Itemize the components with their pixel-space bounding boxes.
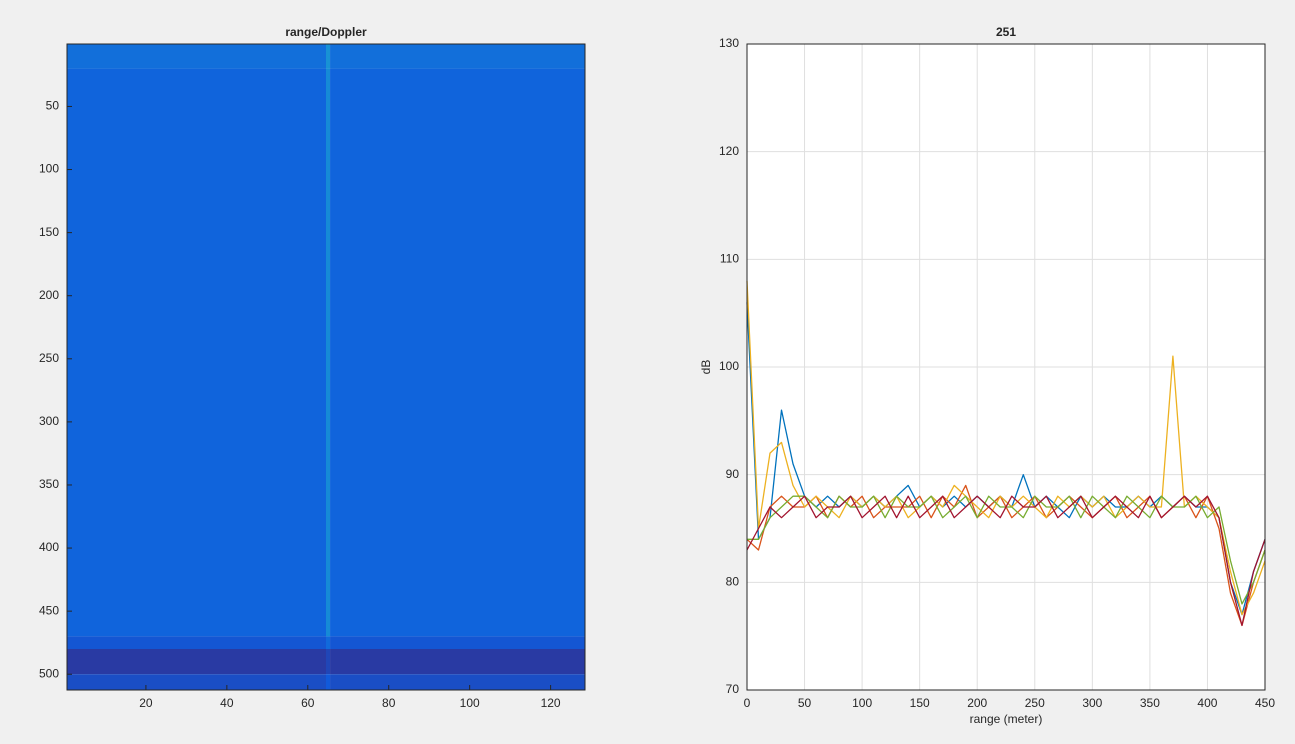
x-tick-label: 20: [139, 696, 153, 710]
heatmap-cell: [326, 674, 331, 690]
chart-title: 251: [996, 25, 1016, 39]
x-tick-label: 100: [460, 696, 480, 710]
x-tick-label: 200: [967, 696, 987, 710]
chart-title: range/Doppler: [285, 25, 367, 39]
heatmap-cell: [330, 44, 585, 69]
data-line: [746, 495, 1266, 627]
heatmap-cell: [67, 648, 326, 675]
chart: 0 50 100 150 200 250 300 350 400 450 70 80 90 100 110 1…: [699, 25, 1275, 726]
heatmap-cell: [330, 674, 585, 690]
y-tick-label: 300: [39, 414, 59, 428]
data-line: [746, 280, 1266, 616]
y-tick-label: 400: [39, 540, 59, 554]
x-tick-label: 300: [1082, 696, 1102, 710]
heatmap-cell: [67, 674, 326, 690]
heatmap-cell: [326, 648, 331, 675]
y-tick-label: 200: [39, 288, 59, 302]
y-tick-label: 100: [719, 359, 739, 373]
y-tick-label: 90: [726, 467, 740, 481]
x-tick-label: 0: [744, 696, 751, 710]
x-tick-label: 120: [541, 696, 561, 710]
y-axis-label: dB: [699, 360, 713, 375]
x-axis-label: range (meter): [970, 712, 1043, 726]
x-tick-label: 100: [852, 696, 872, 710]
heatmap-cell: [67, 68, 326, 637]
y-tick-label: 130: [719, 36, 739, 50]
y-tick-label: 110: [720, 252, 739, 266]
y-tick-label: 100: [39, 162, 59, 176]
axes-box: [746, 43, 1266, 691]
x-tick-label: 40: [220, 696, 234, 710]
heatmap-cell: [326, 68, 331, 637]
x-tick-label: 150: [910, 696, 930, 710]
y-tick-label: 350: [39, 477, 59, 491]
chart: 20 40 60 80 100 120 50 100 150 200 250 300 350 400 450…: [39, 25, 586, 710]
y-tick-label: 50: [46, 99, 60, 113]
x-tick-label: 50: [798, 696, 812, 710]
x-tick-label: 350: [1140, 696, 1160, 710]
x-tick-label: 60: [301, 696, 315, 710]
y-tick-label: 70: [726, 682, 740, 696]
heatmap-cell: [326, 636, 331, 649]
x-tick-label: 250: [1025, 696, 1045, 710]
x-tick-label: 400: [1197, 696, 1217, 710]
y-tick-label: 150: [39, 225, 59, 239]
axes-box: [66, 43, 586, 691]
heatmap-cell: [326, 44, 331, 69]
x-tick-label: 80: [382, 696, 396, 710]
heatmap-cell: [330, 648, 585, 675]
y-tick-label: 120: [719, 144, 739, 158]
heatmap-cell: [330, 68, 585, 637]
x-tick-label: 450: [1255, 696, 1275, 710]
heatmap-cell: [67, 44, 326, 69]
y-tick-label: 80: [726, 575, 740, 589]
heatmap-cell: [330, 636, 585, 649]
y-tick-label: 500: [39, 666, 59, 680]
y-tick-label: 250: [39, 351, 59, 365]
y-tick-label: 450: [39, 603, 59, 617]
heatmap-cell: [67, 636, 326, 649]
